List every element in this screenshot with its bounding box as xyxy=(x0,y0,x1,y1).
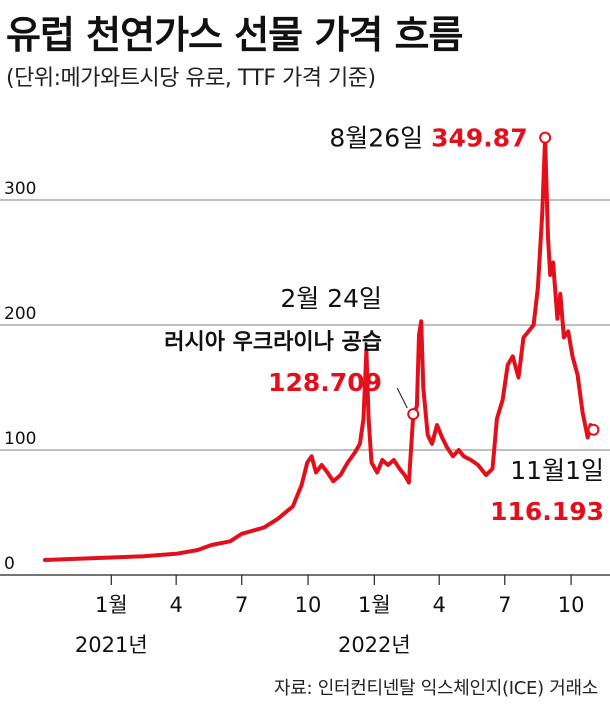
annotation-date-label: 8월26일 xyxy=(329,124,423,153)
annotation-value-label: 349.87 xyxy=(431,124,527,153)
x-tick-label: 7 xyxy=(235,593,248,617)
y-tick-label: 300 xyxy=(4,179,36,199)
x-tick-label: 1월 xyxy=(95,593,128,617)
annotation-marker xyxy=(587,423,600,436)
x-tick-label: 1월 xyxy=(358,593,391,617)
y-tick-label: 200 xyxy=(4,304,36,324)
annotation-marker xyxy=(539,131,552,144)
x-tick-label: 10 xyxy=(558,593,585,617)
x-tick-label: 4 xyxy=(433,593,446,617)
source-note: 자료: 인터컨티넨탈 익스체인지(ICE) 거래소 xyxy=(274,678,598,699)
annotation-leader-line xyxy=(396,387,408,409)
y-tick-label: 100 xyxy=(4,429,36,449)
series-line xyxy=(43,135,596,562)
y-tick-label: 0 xyxy=(4,554,15,574)
annotation-event-label: 러시아 우크라이나 공습 xyxy=(164,330,382,355)
annotation-date-label: 11월1일 xyxy=(510,456,604,485)
x-tick-label: 4 xyxy=(169,593,182,617)
annotation-marker xyxy=(407,408,420,421)
x-year-label: 2022년 xyxy=(338,633,411,657)
annotation-date-label: 2월 24일 xyxy=(280,284,382,313)
annotation-value-label: 128.709 xyxy=(268,368,382,397)
x-tick-label: 7 xyxy=(498,593,511,617)
x-year-label: 2021년 xyxy=(75,633,148,657)
chart-subtitle: (단위:메가와트시당 유로, TTF 가격 기준) xyxy=(6,66,376,91)
x-tick-label: 10 xyxy=(295,593,322,617)
chart-title: 유럽 천연가스 선물 가격 흐름 xyxy=(6,13,463,57)
annotation-value-label: 116.193 xyxy=(490,497,604,526)
